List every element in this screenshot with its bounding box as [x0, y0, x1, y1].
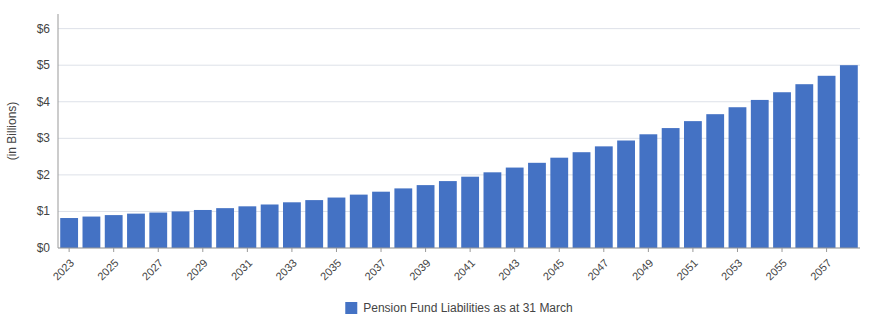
bars [60, 65, 858, 248]
bar [238, 206, 256, 248]
y-tick-label: $0 [37, 241, 51, 255]
bar [261, 204, 279, 248]
x-tick [425, 248, 426, 252]
y-tick-label: $1 [37, 204, 51, 218]
grid [58, 29, 860, 248]
x-tick-label: 2051 [674, 257, 700, 283]
x-tick [470, 248, 471, 252]
bar [662, 128, 680, 248]
bar [439, 181, 457, 248]
y-tick-label: $4 [37, 95, 51, 109]
x-tick [648, 248, 649, 252]
bar [706, 114, 724, 248]
x-tick-label: 2049 [630, 257, 656, 283]
bar [773, 92, 791, 248]
x-tick-label: 2031 [229, 257, 255, 283]
x-tick-label: 2035 [318, 257, 344, 283]
x-tick-label: 2039 [407, 257, 433, 283]
x-tick-label: 2037 [362, 257, 388, 283]
x-tick [782, 248, 783, 252]
bar [216, 208, 234, 248]
bar [283, 202, 301, 248]
x-tick [113, 248, 114, 252]
y-axis-line [58, 14, 59, 248]
y-tick-label: $2 [37, 168, 51, 182]
bar [394, 188, 412, 248]
x-tick-label: 2047 [585, 257, 611, 283]
y-tick-label: $5 [37, 58, 51, 72]
bar [840, 65, 858, 248]
bar [617, 141, 635, 248]
x-tick [603, 248, 604, 252]
x-tick [381, 248, 382, 252]
x-tick [826, 248, 827, 252]
x-tick-label: 2023 [50, 257, 76, 283]
bar [751, 100, 769, 248]
x-tick-label: 2057 [808, 257, 834, 283]
bar [484, 172, 502, 248]
bar [127, 214, 145, 248]
bar [149, 213, 167, 248]
bar [595, 146, 613, 248]
legend-label: Pension Fund Liabilities as at 31 March [363, 301, 572, 315]
grid-line [58, 28, 860, 29]
x-tick [514, 248, 515, 252]
x-tick [158, 248, 159, 252]
bar [461, 177, 479, 248]
x-tick [247, 248, 248, 252]
x-tick-label: 2045 [541, 257, 567, 283]
y-tick-label: $6 [37, 22, 51, 36]
bar [506, 168, 524, 248]
x-tick-label: 2041 [451, 257, 477, 283]
bar [350, 195, 368, 248]
bar [528, 163, 546, 248]
bar [550, 158, 568, 248]
bar [795, 84, 813, 248]
x-tick-label: 2055 [763, 257, 789, 283]
bar [372, 192, 390, 248]
bar [417, 185, 435, 248]
x-tick [336, 248, 337, 252]
x-tick [291, 248, 292, 252]
grid-line [58, 65, 860, 66]
x-tick-label: 2053 [719, 257, 745, 283]
y-tick-label: $3 [37, 131, 51, 145]
x-tick [559, 248, 560, 252]
grid-line [58, 101, 860, 102]
bar [573, 152, 591, 248]
x-tick [202, 248, 203, 252]
bar [105, 215, 123, 248]
x-tick-label: 2033 [273, 257, 299, 283]
bar [172, 211, 190, 248]
x-tick-label: 2029 [184, 257, 210, 283]
bar [639, 134, 657, 248]
bar [83, 217, 101, 248]
bar [729, 107, 747, 248]
bar [305, 200, 323, 248]
legend-swatch [345, 302, 357, 314]
x-tick [692, 248, 693, 252]
bar [818, 76, 836, 248]
x-axis-line [58, 248, 860, 249]
x-tick [69, 248, 70, 252]
legend: Pension Fund Liabilities as at 31 March [345, 301, 572, 315]
bar [194, 210, 212, 248]
x-tick-label: 2027 [140, 257, 166, 283]
bar [328, 198, 346, 248]
bar [60, 218, 78, 248]
x-tick [737, 248, 738, 252]
bar [684, 121, 702, 248]
chart: $0 $1 $2 $3 $4 $5 $6 (in Billions) 2023 2025 2027 2… [0, 0, 876, 322]
y-axis-label: (in Billions) [5, 102, 19, 161]
x-tick-label: 2025 [95, 257, 121, 283]
x-tick-label: 2043 [496, 257, 522, 283]
grid-line [58, 248, 860, 249]
